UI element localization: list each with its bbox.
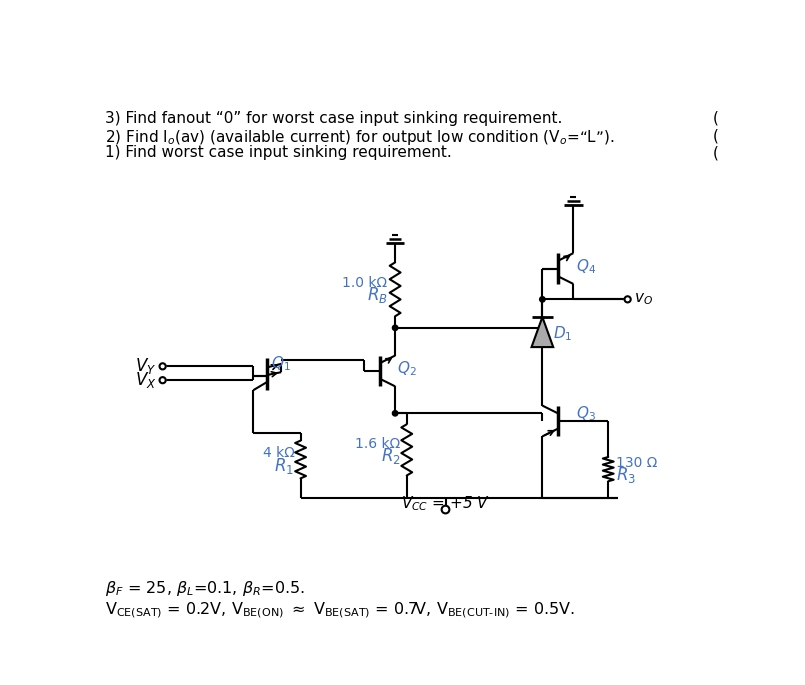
Text: 4 kΩ: 4 kΩ [262,447,295,460]
Text: 1.0 kΩ: 1.0 kΩ [342,276,387,290]
Circle shape [159,377,166,384]
Text: $R_3$: $R_3$ [616,465,636,485]
Text: $V_Y$: $V_Y$ [135,356,156,376]
Text: $Q_2$: $Q_2$ [398,360,417,378]
Text: (: ( [713,128,719,143]
Circle shape [392,410,398,416]
Circle shape [539,297,545,302]
Text: V$_{\rm CE(SAT)}$ = 0.2V, V$_{\rm BE(ON)}$ $\approx$ V$_{\rm BE(SAT)}$ = 0.7V, V: V$_{\rm CE(SAT)}$ = 0.2V, V$_{\rm BE(ON)… [105,601,575,620]
Text: $R_2$: $R_2$ [381,446,401,466]
Text: $Q_4$: $Q_4$ [576,257,596,275]
Polygon shape [531,317,553,347]
Text: $R_B$: $R_B$ [366,286,387,306]
Text: $Q_1$: $Q_1$ [271,354,291,373]
Circle shape [442,506,449,513]
Text: (: ( [713,111,719,125]
Circle shape [392,325,398,331]
Text: 2) Find I$_o$(av) (available current) for output low condition (V$_o$=“L”).: 2) Find I$_o$(av) (available current) fo… [105,128,615,147]
Text: 1.6 kΩ: 1.6 kΩ [355,437,401,451]
Text: $v_O$: $v_O$ [634,292,653,307]
Text: $V_{CC}$ = +5 V: $V_{CC}$ = +5 V [401,495,490,513]
Circle shape [159,363,166,369]
Text: 3) Find fanout “0” for worst case input sinking requirement.: 3) Find fanout “0” for worst case input … [105,111,563,125]
Text: (: ( [713,145,719,160]
Text: $R_1$: $R_1$ [275,456,295,475]
Text: $V_X$: $V_X$ [135,370,156,390]
Text: $\beta_F$ = 25, $\beta_L$=0.1, $\beta_R$=0.5.: $\beta_F$ = 25, $\beta_L$=0.1, $\beta_R$… [105,579,305,598]
Circle shape [625,296,631,302]
Text: 130 Ω: 130 Ω [616,456,658,470]
Text: $D_1$: $D_1$ [553,325,572,343]
Text: $Q_3$: $Q_3$ [576,404,596,423]
Text: 1) Find worst case input sinking requirement.: 1) Find worst case input sinking require… [105,145,452,160]
